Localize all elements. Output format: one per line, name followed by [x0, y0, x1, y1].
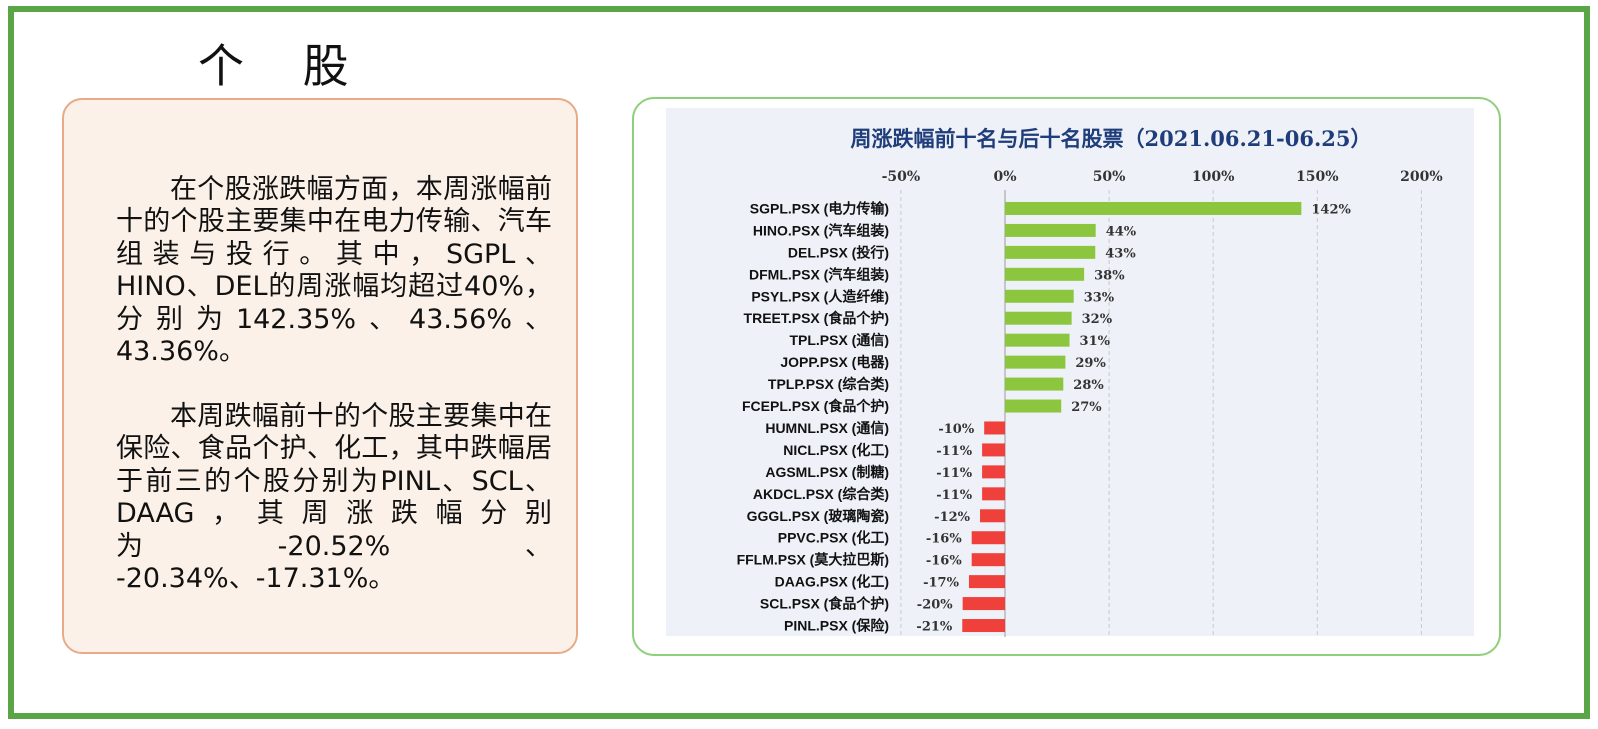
bar [984, 421, 1005, 435]
category-label: FCEPL.PSX (食品个护) [742, 398, 889, 414]
category-label: TPLP.PSX (综合类) [768, 376, 889, 392]
data-label: 43% [1105, 246, 1136, 261]
category-label: DFML.PSX (汽车组装) [749, 266, 889, 282]
category-label: AKDCL.PSX (综合类) [753, 486, 889, 502]
bar [962, 619, 1005, 633]
bar [1005, 201, 1302, 215]
category-label: NICL.PSX (化工) [783, 442, 889, 458]
category-label: DEL.PSX (投行) [788, 244, 889, 260]
summary-paragraph-gainers: 在个股涨跌幅方面，本周涨幅前十的个股主要集中在电力传输、汽车组装与投行。其中，S… [116, 174, 552, 368]
chart-plot-background [666, 108, 1474, 636]
data-label: 44% [1106, 224, 1137, 239]
data-label: 32% [1082, 312, 1113, 327]
data-label: -16% [926, 532, 962, 547]
category-label: TREET.PSX (食品个护) [744, 310, 889, 326]
data-label: 142% [1311, 202, 1351, 217]
summary-paragraph-losers: 本周跌幅前十的个股主要集中在保险、食品个护、化工，其中跌幅居于前三的个股分别为P… [116, 401, 552, 595]
category-label: TPL.PSX (通信) [789, 332, 889, 348]
data-label: 38% [1094, 268, 1125, 283]
category-label: PSYL.PSX (人造纤维) [751, 288, 889, 304]
bar [1005, 223, 1096, 237]
summary-text-box: 在个股涨跌幅方面，本周涨幅前十的个股主要集中在电力传输、汽车组装与投行。其中，S… [62, 98, 578, 654]
bar [1005, 399, 1062, 413]
bar [982, 465, 1005, 479]
data-label: -11% [936, 488, 972, 503]
x-tick-label: 150% [1296, 169, 1339, 185]
category-label: SGPL.PSX (电力传输) [750, 200, 889, 216]
data-label: -11% [936, 444, 972, 459]
data-label: 27% [1071, 400, 1102, 415]
bar [971, 553, 1005, 567]
data-label: 31% [1080, 334, 1111, 349]
bar [1005, 333, 1070, 347]
x-tick-label: -50% [882, 169, 921, 185]
bar [968, 575, 1005, 589]
category-label: AGSML.PSX (制糖) [765, 464, 889, 480]
bar [1005, 267, 1085, 281]
page-frame [8, 6, 1590, 719]
category-label: PINL.PSX (保险) [784, 618, 889, 634]
x-tick-label: 200% [1400, 169, 1443, 185]
bar [1005, 377, 1064, 391]
x-tick-label: 50% [1093, 169, 1126, 185]
data-label: -12% [934, 510, 970, 525]
bar [1005, 311, 1072, 325]
bar [971, 531, 1005, 545]
data-label: 33% [1084, 290, 1115, 305]
data-label: -21% [916, 620, 952, 635]
category-label: FFLM.PSX (莫大拉巴斯) [737, 552, 889, 568]
data-label: -20% [917, 598, 953, 613]
data-label: -11% [936, 466, 972, 481]
bar [1005, 289, 1074, 303]
x-tick-label: 100% [1192, 169, 1235, 185]
category-label: HINO.PSX (汽车组装) [753, 222, 889, 238]
category-label: JOPP.PSX (电器) [780, 354, 889, 370]
category-label: SCL.PSX (食品个护) [760, 596, 889, 612]
bar [1005, 245, 1096, 259]
category-label: HUMNL.PSX (通信) [765, 420, 889, 436]
bar [962, 597, 1005, 611]
bar [982, 443, 1005, 457]
x-tick-label: 0% [993, 169, 1016, 185]
category-label: PPVC.PSX (化工) [778, 530, 889, 546]
bar [980, 509, 1005, 523]
data-label: 29% [1075, 356, 1106, 371]
data-label: 28% [1073, 378, 1104, 393]
bar [982, 487, 1005, 501]
data-label: -17% [923, 576, 959, 591]
data-label: -16% [926, 554, 962, 569]
category-label: DAAG.PSX (化工) [775, 574, 889, 590]
data-label: -10% [938, 422, 974, 437]
chart-title: 周涨跌幅前十名与后十名股票（2021.06.21-06.25） [851, 126, 1372, 151]
bar [1005, 355, 1066, 369]
category-label: GGGL.PSX (玻璃陶瓷) [747, 508, 889, 524]
